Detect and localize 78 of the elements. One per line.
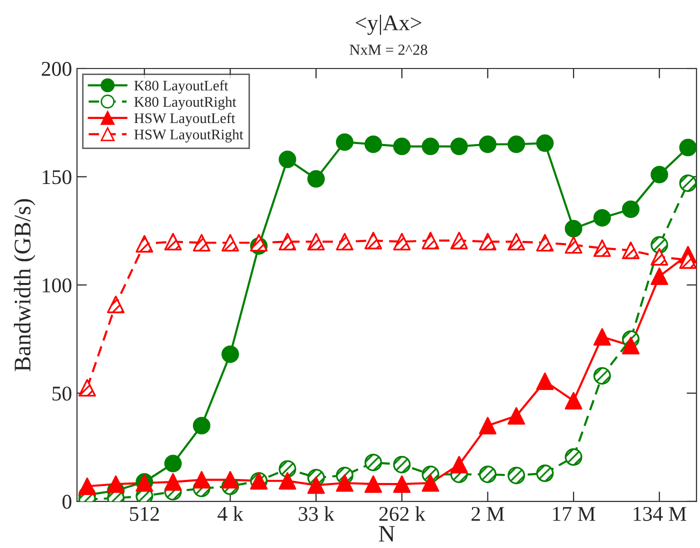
legend-label: HSW LayoutLeft xyxy=(134,112,236,126)
legend-label: K80 LayoutLeft xyxy=(134,80,228,94)
point xyxy=(508,407,526,425)
point xyxy=(78,379,96,397)
point xyxy=(650,248,668,266)
y-tick-label: 0 xyxy=(62,494,72,509)
point xyxy=(107,475,125,493)
point xyxy=(622,242,640,260)
point xyxy=(192,234,210,252)
point xyxy=(307,232,325,250)
y-tick-label: 150 xyxy=(42,170,72,184)
point xyxy=(536,134,554,152)
point xyxy=(593,209,611,227)
point xyxy=(393,138,411,156)
point xyxy=(622,336,640,354)
point xyxy=(107,296,125,314)
point xyxy=(564,220,582,238)
point xyxy=(278,150,296,168)
x-tick-label: 134 M xyxy=(634,506,686,521)
point xyxy=(221,345,239,363)
x-tick-label: 4 k xyxy=(218,506,244,521)
point xyxy=(478,232,496,250)
x-tick-label: 262 k xyxy=(379,506,426,521)
point xyxy=(278,232,296,250)
point xyxy=(536,234,554,252)
point xyxy=(508,232,526,250)
point xyxy=(393,232,411,250)
point xyxy=(564,236,582,254)
x-tick-label: 33 k xyxy=(298,506,334,521)
point xyxy=(164,232,182,250)
point xyxy=(478,416,496,434)
point xyxy=(422,232,440,250)
point xyxy=(450,232,468,250)
legend-label: K80 LayoutRight xyxy=(134,96,236,110)
point xyxy=(336,232,354,250)
point xyxy=(336,133,354,151)
point xyxy=(78,478,96,496)
y-tick-label: 100 xyxy=(42,278,72,292)
point xyxy=(364,232,382,250)
point xyxy=(136,235,154,253)
point xyxy=(192,471,210,489)
point xyxy=(164,473,182,491)
legend-label: HSW LayoutRight xyxy=(134,129,244,142)
point xyxy=(307,476,325,494)
chart-subtitle: NxM = 2^28 xyxy=(350,44,428,55)
point xyxy=(364,136,382,154)
chart-title: <y|Ax> xyxy=(356,14,422,35)
x-tick-label: 2 M xyxy=(472,506,504,521)
y-tick-label: 50 xyxy=(52,386,72,401)
x-tick-label: 512 xyxy=(130,506,159,521)
point xyxy=(221,471,239,489)
x-tick-label: 17 M xyxy=(553,506,596,521)
point xyxy=(622,200,640,218)
x-axis-title: N xyxy=(378,526,395,542)
point xyxy=(221,234,239,252)
point xyxy=(450,456,468,474)
point xyxy=(650,268,668,286)
point xyxy=(422,474,440,492)
y-tick-label: 200 xyxy=(42,62,72,76)
point xyxy=(593,239,611,257)
point xyxy=(564,392,582,410)
point xyxy=(307,170,325,188)
point xyxy=(679,138,696,156)
point xyxy=(278,472,296,490)
y-axis-title: Bandwidth (GB/s) xyxy=(14,199,36,372)
point xyxy=(192,416,210,434)
point xyxy=(508,136,526,154)
point xyxy=(650,166,668,184)
point xyxy=(478,136,496,154)
point xyxy=(593,328,611,346)
point xyxy=(422,138,440,156)
point xyxy=(164,454,182,472)
point xyxy=(536,372,554,390)
point xyxy=(450,138,468,156)
point xyxy=(250,234,268,252)
point xyxy=(336,474,354,492)
point xyxy=(364,475,382,493)
point xyxy=(393,475,411,493)
